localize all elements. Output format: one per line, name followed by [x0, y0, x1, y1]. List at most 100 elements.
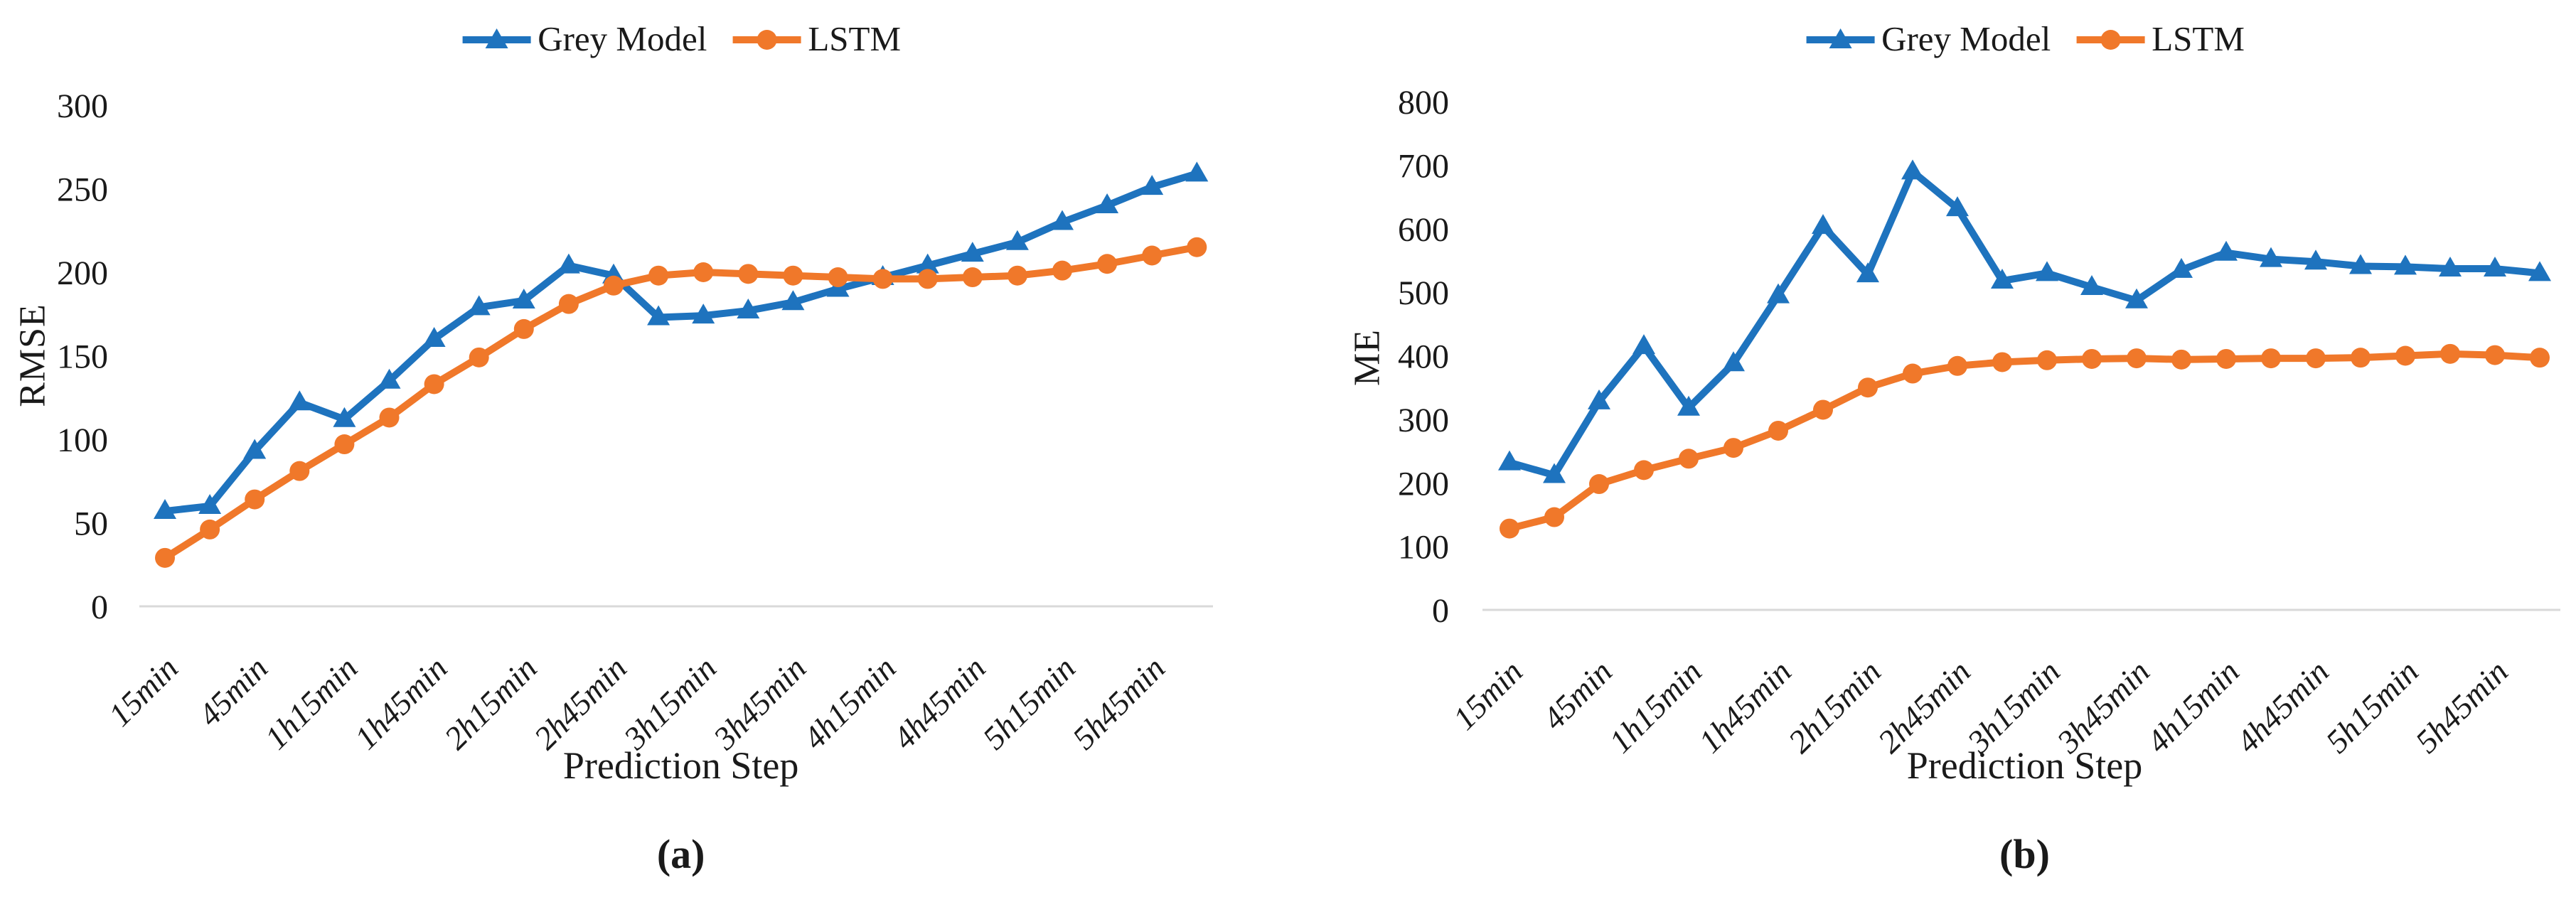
x-axis-title-a: Prediction Step	[562, 744, 799, 787]
x-tick-label: 1h15min	[1602, 653, 1709, 760]
data-point-grey_model	[154, 499, 176, 520]
legend-item-grey-model: Grey Model	[461, 21, 707, 56]
data-point-lstm	[2261, 348, 2281, 369]
data-point-lstm	[1903, 363, 1923, 384]
data-point-lstm	[2440, 343, 2460, 364]
data-point-grey_model	[781, 290, 805, 311]
legend-label-lstm: LSTM	[2152, 19, 2245, 58]
data-point-lstm	[1097, 254, 1118, 274]
legend-label-grey-model: Grey Model	[1881, 19, 2051, 58]
data-point-grey_model	[1946, 196, 1969, 217]
series-line-grey_model	[161, 170, 1201, 515]
data-point-lstm	[1813, 399, 1833, 420]
data-point-grey_model	[422, 327, 446, 347]
y-tick-label: 300	[1398, 402, 1449, 439]
panel-a: 0 50 100 150 200 250 300 15min 45min 1h15min 1h45m…	[12, 21, 1213, 877]
legend-label-lstm: LSTM	[808, 19, 902, 58]
data-point-grey_model	[1543, 463, 1566, 483]
y-axis-title-a: RMSE	[12, 304, 53, 407]
data-point-lstm	[604, 275, 624, 296]
data-point-lstm	[2530, 348, 2550, 368]
data-point-grey_model	[1588, 389, 1610, 409]
data-point-lstm	[334, 434, 355, 455]
legend-item-lstm: LSTM	[731, 21, 901, 56]
data-point-grey_model	[1632, 334, 1655, 355]
data-point-lstm	[1679, 449, 1699, 469]
data-point-lstm	[648, 265, 669, 286]
data-point-grey_model	[737, 299, 760, 319]
y-tick-label: 400	[1398, 338, 1449, 376]
data-point-lstm	[2306, 348, 2326, 369]
x-tick-label: 15min	[102, 650, 185, 733]
x-tick-label: 2h15min	[1781, 653, 1888, 760]
data-point-lstm	[424, 374, 444, 395]
data-point-lstm	[872, 269, 893, 289]
x-tick-label: 5h45min	[2408, 653, 2515, 760]
y-tick-label: 200	[57, 254, 108, 292]
data-point-lstm	[693, 262, 714, 282]
data-point-grey_model	[1005, 230, 1029, 250]
x-tick-label: 5h15min	[2319, 653, 2425, 760]
data-point-grey_model	[1812, 214, 1834, 235]
x-tick-label: 4h15min	[796, 650, 903, 756]
data-point-lstm	[1589, 474, 1609, 495]
data-point-grey_model	[198, 494, 222, 514]
lstm-marker-icon	[2076, 29, 2145, 50]
data-point-grey_model	[1185, 161, 1209, 182]
data-point-grey_model	[1767, 283, 1790, 304]
y-tick-label: 600	[1398, 211, 1449, 249]
data-point-lstm	[1858, 377, 1878, 398]
data-point-grey_model	[1901, 159, 1924, 180]
data-point-lstm	[558, 294, 579, 314]
data-point-grey_model	[2528, 261, 2551, 281]
data-point-lstm	[738, 264, 759, 284]
data-point-grey_model	[2125, 288, 2148, 308]
x-tick-label: 1h15min	[258, 650, 365, 756]
y-tick-label: 800	[1398, 84, 1449, 122]
data-point-lstm	[1007, 265, 1027, 286]
data-point-grey_model	[2484, 257, 2506, 277]
x-tick-label: 15min	[1446, 653, 1529, 736]
x-tick-label: 5h15min	[976, 650, 1082, 756]
data-point-grey_model	[647, 305, 670, 326]
lstm-marker-icon	[732, 29, 801, 50]
data-point-grey_model	[1856, 262, 1879, 283]
x-tick-label: 2h15min	[437, 650, 544, 756]
data-point-lstm	[1992, 352, 2012, 372]
y-tick-label: 0	[91, 589, 108, 626]
data-point-grey_model	[2304, 249, 2327, 270]
data-point-lstm	[155, 547, 175, 568]
data-point-lstm	[2395, 345, 2415, 366]
data-point-grey_model	[333, 407, 356, 427]
x-tick-label: 4h45min	[2229, 653, 2336, 760]
y-tick-label: 250	[57, 171, 108, 209]
data-point-grey_model	[2394, 254, 2417, 275]
legend-b: Grey Model LSTM	[1805, 21, 2245, 56]
y-tick-label: 500	[1398, 274, 1449, 312]
data-point-grey_model	[1498, 450, 1521, 471]
y-tick-label: 300	[57, 87, 108, 125]
data-point-lstm	[513, 318, 534, 339]
data-point-lstm	[1500, 518, 1519, 539]
data-point-lstm	[1187, 237, 1207, 257]
y-tick-label: 100	[57, 422, 108, 459]
data-point-lstm	[245, 489, 265, 510]
data-point-grey_model	[961, 242, 984, 262]
data-point-grey_model	[2260, 247, 2282, 267]
x-tick-label: 4h15min	[2139, 653, 2246, 760]
data-point-lstm	[962, 267, 983, 288]
caption-a: (a)	[656, 831, 705, 877]
data-point-grey_model	[1140, 175, 1164, 195]
data-point-lstm	[1052, 260, 1072, 281]
data-point-lstm	[1947, 355, 1967, 376]
y-tick-label: 0	[1432, 592, 1449, 630]
x-tick-label: 45min	[1536, 653, 1619, 736]
data-point-lstm	[783, 265, 803, 286]
data-point-lstm	[469, 347, 489, 367]
data-point-lstm	[1634, 460, 1654, 481]
y-tick-label: 200	[1398, 465, 1449, 503]
data-point-lstm	[200, 519, 220, 540]
legend-item-grey-model: Grey Model	[1805, 21, 2051, 56]
data-point-lstm	[1723, 438, 1743, 458]
